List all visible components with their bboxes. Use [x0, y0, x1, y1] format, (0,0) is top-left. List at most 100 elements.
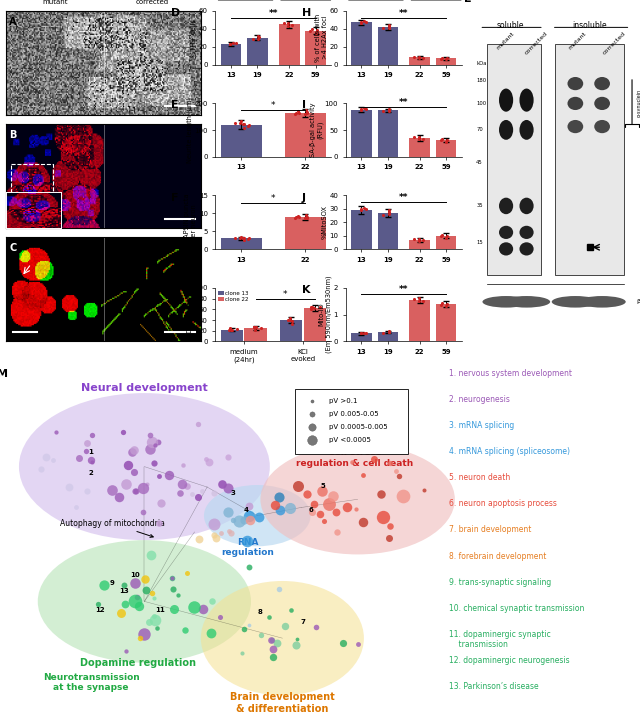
Point: [236, 231, 246, 243]
Bar: [280, 320, 302, 341]
Point: [243, 121, 253, 132]
Text: Autophagy of mitochondria: Autophagy of mitochondria: [60, 519, 164, 537]
Point: [134, 600, 144, 612]
Point: [356, 104, 366, 116]
Point: [205, 628, 216, 639]
Point: [164, 469, 174, 481]
Point: [253, 30, 263, 41]
Y-axis label: SYNAPSIN puncta
per neuron: SYNAPSIN puncta per neuron: [184, 194, 197, 251]
Text: **: **: [269, 9, 278, 18]
Point: [223, 526, 234, 537]
Point: [356, 103, 366, 115]
Point: [82, 437, 92, 448]
Point: [436, 231, 446, 242]
Point: [244, 510, 254, 522]
Point: [114, 491, 124, 502]
Point: [217, 478, 227, 489]
Point: [154, 471, 164, 482]
Point: [383, 327, 394, 338]
Point: [236, 232, 246, 244]
Text: 8. forebrain development: 8. forebrain development: [449, 552, 546, 560]
Point: [250, 325, 260, 336]
Text: mutant: mutant: [568, 30, 588, 51]
Ellipse shape: [568, 97, 583, 110]
Text: *: *: [271, 194, 276, 202]
Bar: [279, 25, 300, 64]
Point: [201, 453, 211, 465]
Point: [256, 322, 266, 333]
Point: [413, 133, 424, 145]
Point: [239, 234, 250, 246]
Point: [378, 105, 388, 116]
Bar: [285, 217, 326, 249]
Point: [236, 116, 246, 127]
Bar: [304, 308, 326, 341]
FancyBboxPatch shape: [487, 44, 541, 275]
Point: [209, 529, 220, 541]
Point: [154, 518, 164, 529]
Text: pV <0.0005: pV <0.0005: [330, 437, 371, 443]
Point: [132, 591, 142, 602]
Point: [279, 17, 289, 29]
Point: [118, 427, 128, 438]
Ellipse shape: [483, 296, 530, 307]
Bar: [409, 57, 430, 64]
Point: [394, 470, 404, 482]
Point: [284, 17, 294, 28]
Point: [302, 108, 312, 119]
Point: [391, 466, 401, 477]
Point: [301, 105, 311, 116]
Point: [306, 301, 316, 312]
Point: [398, 490, 408, 502]
Bar: [409, 300, 430, 341]
Point: [36, 463, 46, 474]
Bar: [351, 210, 372, 249]
Text: 12. dopaminergic neurogenesis: 12. dopaminergic neurogenesis: [449, 656, 569, 665]
Point: [180, 624, 190, 636]
Bar: [351, 333, 372, 341]
Ellipse shape: [595, 97, 610, 110]
Point: [148, 458, 159, 469]
Point: [238, 232, 248, 244]
Text: RNA
regulation: RNA regulation: [221, 538, 275, 557]
Y-axis label: %TH+ cells: %TH+ cells: [191, 19, 197, 56]
Point: [315, 301, 325, 313]
Point: [410, 51, 420, 63]
Point: [227, 324, 237, 335]
Point: [356, 17, 366, 28]
Point: [413, 233, 424, 244]
Point: [140, 573, 150, 585]
Point: [251, 321, 261, 333]
Point: [120, 599, 130, 610]
Point: [150, 440, 161, 451]
Point: [71, 501, 81, 513]
Point: [223, 451, 234, 463]
Bar: [409, 240, 430, 249]
Point: [244, 620, 254, 631]
Bar: [351, 22, 372, 64]
Text: 10. chemical synaptic transmission: 10. chemical synaptic transmission: [449, 604, 584, 613]
Point: [193, 492, 204, 503]
Y-axis label: % of cells with
>4 H2Ax foci: % of cells with >4 H2Ax foci: [315, 14, 328, 61]
Text: C: C: [10, 243, 17, 253]
Point: [356, 328, 366, 339]
Point: [239, 123, 250, 134]
Point: [410, 132, 420, 143]
Point: [177, 460, 188, 471]
Text: B: B: [10, 129, 17, 140]
Point: [241, 536, 252, 547]
Point: [356, 328, 366, 339]
Point: [369, 453, 379, 464]
Point: [283, 315, 293, 326]
Point: [437, 297, 447, 309]
Text: 1: 1: [88, 449, 93, 455]
Text: F: F: [172, 193, 179, 203]
Text: 6: 6: [308, 507, 313, 513]
Text: 180: 180: [476, 78, 486, 82]
Text: 100: 100: [476, 101, 486, 106]
Bar: [305, 30, 326, 64]
Point: [166, 572, 177, 583]
Point: [384, 20, 394, 32]
Point: [305, 25, 316, 37]
Point: [417, 295, 428, 307]
